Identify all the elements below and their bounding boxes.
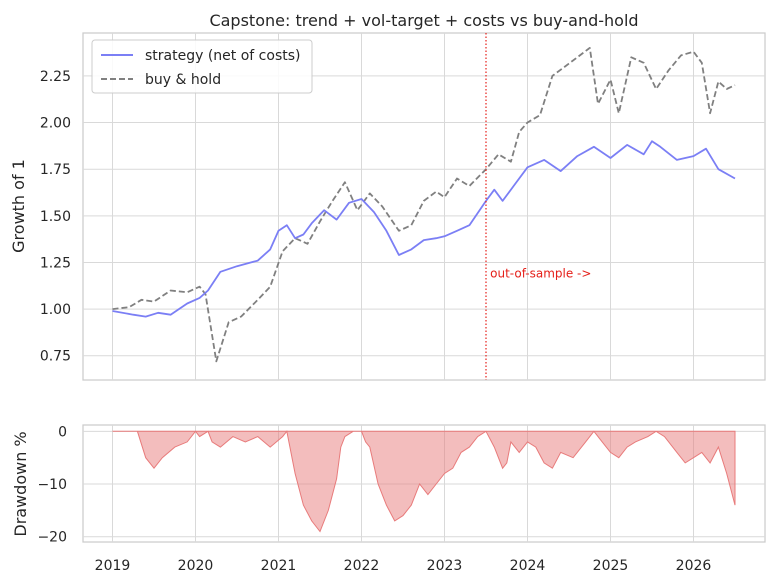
x-tick-label: 2019 [95,558,131,574]
x-tick-label: 2023 [427,558,463,574]
bottom-y-tick-labels: 0 −10 −20 [37,424,67,545]
bottom-y-tick-label: −20 [37,530,67,546]
top-y-tick-label: 1.25 [40,255,71,271]
drawdown-area [112,430,736,533]
legend-label-buy-hold: buy & hold [145,72,221,88]
x-tick-label: 2022 [344,558,380,574]
bottom-y-tick-label: −10 [37,477,67,493]
top-y-tick-labels: 0.75 1.00 1.25 1.50 1.75 2.00 2.25 [40,69,71,365]
bottom-series-group [112,430,736,533]
top-y-tick-label: 1.50 [40,209,71,225]
bottom-y-axis-label: Drawdown % [11,431,30,536]
out-of-sample-annotation: out-of-sample -> [490,266,591,280]
legend-label-strategy: strategy (net of costs) [145,48,300,64]
legend-box [91,39,313,94]
top-y-axis-label: Growth of 1 [9,159,28,253]
top-series-group [112,47,736,363]
chart-title: Capstone: trend + vol-target + costs vs … [209,11,638,30]
buy-hold-line [112,47,736,363]
x-tick-labels: 2019 2020 2021 2022 2023 2024 2025 2026 [95,558,712,574]
top-y-tick-label: 2.25 [40,69,71,85]
top-y-tick-label: 1.75 [40,162,71,178]
x-tick-label: 2021 [261,558,297,574]
strategy-line [112,140,736,318]
bottom-plot-panel: 0 −10 −20 2019 2020 2021 2022 2023 2024 2025 2026 [37,424,766,574]
top-gridlines [83,33,765,380]
legend: strategy (net of costs) buy & hold [91,39,313,94]
x-tick-label: 2026 [676,558,712,574]
top-y-tick-label: 1.00 [40,302,71,318]
x-tick-label: 2020 [178,558,214,574]
top-y-tick-label: 2.00 [40,116,71,132]
bottom-y-tick-label: 0 [58,424,67,440]
x-tick-label: 2025 [593,558,629,574]
x-tick-label: 2024 [510,558,546,574]
top-y-tick-label: 0.75 [40,349,71,365]
